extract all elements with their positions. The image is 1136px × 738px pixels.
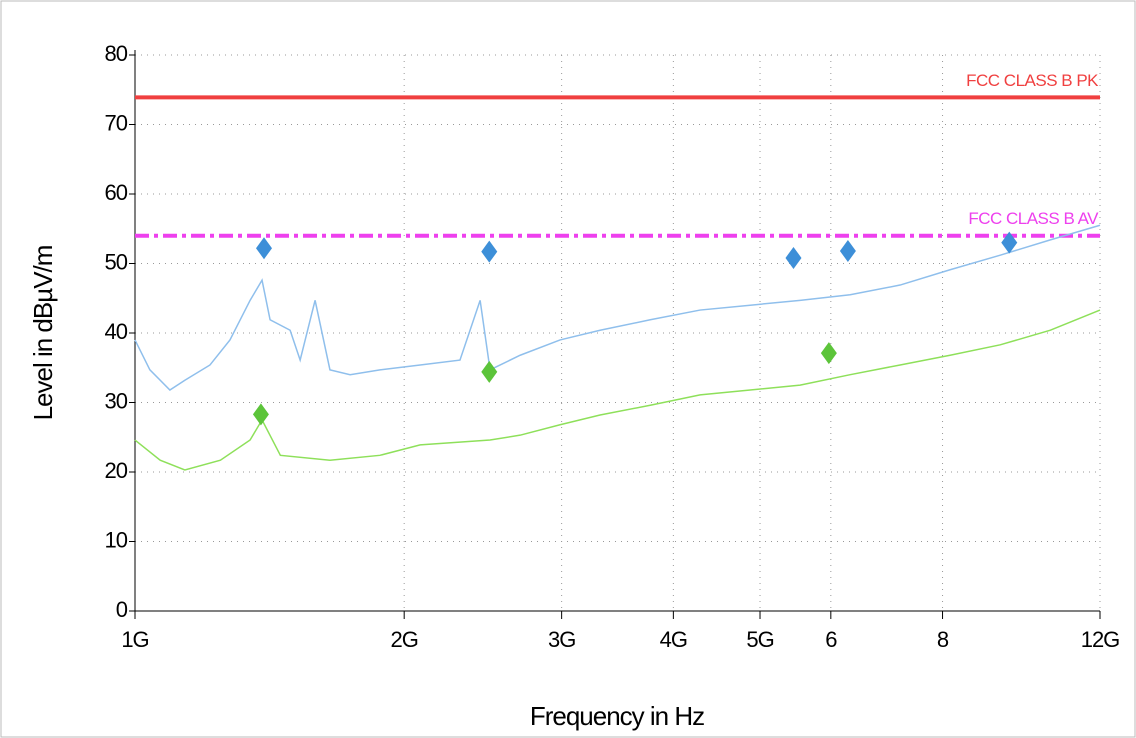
- y-tick-label: 70: [105, 110, 128, 135]
- x-tick-label: 2G: [391, 627, 418, 652]
- x-tick-label: 1G: [121, 627, 148, 652]
- y-tick-label: 40: [105, 319, 128, 344]
- marker: [839, 239, 856, 262]
- y-tick-label: 60: [105, 180, 128, 205]
- y-tick-label: 0: [116, 597, 128, 622]
- marker: [255, 237, 272, 260]
- marker: [785, 246, 802, 269]
- marker: [252, 403, 269, 426]
- x-tick-label: 8: [937, 627, 949, 652]
- marker: [1001, 231, 1018, 254]
- marker: [481, 360, 498, 383]
- x-tick-label: 5G: [746, 627, 773, 652]
- x-tick-label: 3G: [548, 627, 575, 652]
- x-tick-label: 4G: [660, 627, 687, 652]
- y-tick-label: 30: [105, 388, 128, 413]
- limit-label: FCC CLASS B PK: [966, 71, 1099, 90]
- x-tick-label: 12G: [1081, 627, 1120, 652]
- trace: [134, 224, 1101, 391]
- y-tick-label: 10: [105, 527, 128, 552]
- y-axis-label: Level in dBµV/m: [28, 246, 58, 421]
- trace: [134, 309, 1101, 471]
- limit-label: FCC CLASS B AV: [968, 209, 1099, 228]
- y-tick-label: 50: [105, 249, 128, 274]
- marker: [820, 342, 837, 365]
- marker: [481, 240, 498, 263]
- x-axis-label: Frequency in Hz: [530, 701, 704, 731]
- y-tick-label: 80: [105, 41, 128, 66]
- x-tick-label: 6: [825, 627, 837, 652]
- y-tick-label: 20: [105, 458, 128, 483]
